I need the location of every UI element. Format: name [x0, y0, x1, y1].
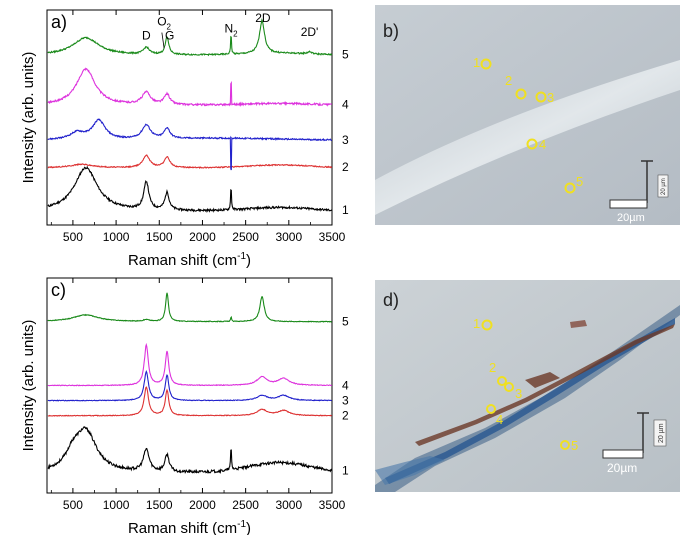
horizontal-scale-label: 20µm	[617, 212, 645, 224]
series-line-4	[47, 67, 333, 107]
flake-streak-brown	[415, 324, 675, 446]
point-label-1: 1	[473, 55, 480, 70]
point-marker-3	[535, 91, 547, 103]
flake-spot-red	[570, 320, 587, 328]
series-label-2: 2	[342, 160, 349, 174]
micrograph-b-svg: b) 1 2 3 4 5 20 µm 20µm	[375, 5, 680, 225]
raman-chart-a-svg: 500 1000 1500 2000 2500 3000 3500 Raman shift (…	[20, 9, 349, 269]
series-label-5: 5	[342, 48, 349, 62]
series-line-1	[47, 425, 333, 475]
x-tick-label: 1000	[103, 230, 130, 244]
point-marker-2	[497, 376, 507, 386]
point-label-1: 1	[473, 316, 480, 331]
series-label-3: 3	[342, 133, 349, 147]
series-label-3: 3	[342, 393, 349, 407]
x-tick-label: 2500	[232, 230, 259, 244]
series-line-3	[47, 370, 333, 402]
point-label-2: 2	[505, 73, 512, 88]
flake-spot-brown	[525, 372, 560, 388]
micrograph-d: d) 1 2 3 4 5 20 µm 20µm	[375, 280, 680, 492]
point-marker-3	[504, 382, 514, 392]
horizontal-scale-bar	[609, 199, 648, 209]
point-marker-4	[486, 404, 496, 414]
micrograph-b: b) 1 2 3 4 5 20 µm 20µm	[375, 5, 680, 225]
micrograph-d-points: 1 2 3 4 5	[473, 316, 578, 453]
series-line-5	[47, 292, 332, 323]
x-axis-label: Raman shift (cm-1)	[128, 251, 251, 268]
series-label-4: 4	[342, 98, 349, 112]
peak-label: 2D	[255, 11, 271, 25]
micrograph-d-scale: 20 µm 20µm	[602, 412, 667, 475]
point-marker-4	[526, 138, 538, 150]
y-axis-label: Intensity (arb. units)	[20, 320, 37, 452]
peak-label: O2	[157, 15, 171, 32]
raman-chart-c: 500 1000 1500 2000 2500 3000 3500 Raman shift (…	[0, 268, 350, 537]
point-label-5: 5	[571, 438, 578, 453]
series-line-2	[47, 154, 333, 170]
raman-chart-c-svg: 500 1000 1500 2000 2500 3000 3500 Raman shift (…	[20, 277, 349, 537]
x-tick-label: 2000	[189, 230, 216, 244]
series-line-5	[47, 18, 333, 57]
x-tick-label: 3500	[319, 498, 346, 512]
x-tick-label: 1000	[103, 498, 130, 512]
o2-pointer	[161, 32, 165, 49]
plot-frame	[46, 9, 333, 226]
micrograph-b-light-band	[375, 60, 680, 215]
x-tick-label: 2000	[189, 498, 216, 512]
vertical-scale-label: 20 µm	[661, 178, 667, 195]
x-tick-label: 1500	[146, 230, 173, 244]
vertical-scale-box	[657, 174, 669, 198]
point-label-4: 4	[539, 137, 546, 152]
x-tick-label: 500	[63, 498, 83, 512]
vertical-scale-box	[653, 419, 667, 447]
point-marker-5	[560, 440, 570, 450]
series-line-3	[47, 118, 333, 171]
micrograph-b-points: 1 2 3 4 5	[473, 55, 583, 194]
series-label-1: 1	[342, 463, 349, 477]
point-label-3: 3	[547, 90, 554, 105]
peak-label: N2	[224, 22, 238, 39]
series-line-1	[47, 165, 333, 214]
horizontal-scale-bar	[602, 449, 644, 459]
horizontal-scale-label: 20µm	[607, 461, 637, 475]
series-line-2	[47, 386, 332, 417]
x-tick-label: 3000	[275, 230, 302, 244]
x-tick-label: 3000	[275, 498, 302, 512]
x-tick-label: 3500	[319, 230, 346, 244]
raman-chart-a: 500 1000 1500 2000 2500 3000 3500 Raman shift (…	[0, 0, 350, 269]
panel-label: c)	[51, 280, 66, 300]
peak-label: D	[142, 28, 151, 42]
micrograph-b-scale: 20 µm 20µm	[609, 160, 669, 224]
vertical-scale-label: 20 µm	[658, 423, 665, 443]
point-label-4: 4	[496, 412, 503, 427]
micrograph-b-label: b)	[383, 21, 399, 41]
micrograph-d-flakes	[375, 305, 680, 492]
point-label-5: 5	[576, 174, 583, 189]
flake-region-blue-left	[375, 456, 445, 485]
x-axis-label: Raman shift (cm-1)	[128, 519, 251, 535]
x-tick-label: 1500	[146, 498, 173, 512]
micrograph-d-svg: d) 1 2 3 4 5 20 µm 20µm	[375, 280, 680, 492]
series-label-5: 5	[342, 315, 349, 329]
point-label-2: 2	[489, 360, 496, 375]
series-label-2: 2	[342, 409, 349, 423]
series-label-1: 1	[342, 203, 349, 217]
point-marker-5	[564, 182, 576, 194]
point-marker-1	[481, 319, 493, 331]
peak-label: 2D'	[301, 25, 319, 39]
x-tick-label: 500	[63, 230, 83, 244]
point-marker-1	[480, 58, 492, 70]
panel-label: a)	[51, 12, 67, 32]
point-marker-2	[515, 88, 527, 100]
point-label-3: 3	[515, 386, 522, 401]
peak-label: G	[165, 28, 174, 42]
series-line-4	[47, 342, 333, 387]
y-axis-label: Intensity (arb. units)	[20, 52, 37, 184]
micrograph-d-label: d)	[383, 290, 399, 310]
x-tick-label: 2500	[232, 498, 259, 512]
plot-frame	[46, 277, 333, 494]
series-label-4: 4	[342, 378, 349, 392]
flake-region-blue	[375, 305, 680, 492]
